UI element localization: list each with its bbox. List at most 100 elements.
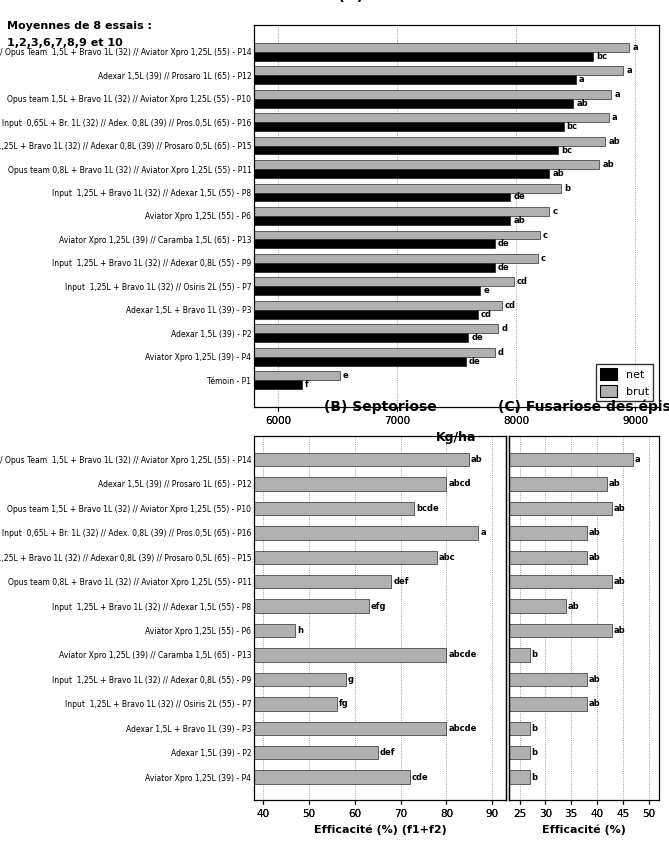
Text: Moyennes de 8 essais :: Moyennes de 8 essais : <box>7 21 152 31</box>
Text: 1,2,3,6,7,8,9 et 10: 1,2,3,6,7,8,9 et 10 <box>7 38 122 48</box>
Text: c: c <box>543 230 548 240</box>
Bar <box>509 771 530 783</box>
Text: cd: cd <box>481 310 492 318</box>
Text: de: de <box>469 357 481 366</box>
Bar <box>254 184 561 192</box>
Text: d: d <box>498 348 504 357</box>
Text: f: f <box>305 380 308 390</box>
Bar <box>254 113 609 122</box>
Bar <box>254 169 549 178</box>
Text: ab: ab <box>567 601 579 611</box>
Text: a: a <box>635 455 640 464</box>
Bar <box>509 575 613 589</box>
Text: a: a <box>612 113 617 122</box>
Text: fg: fg <box>339 700 348 708</box>
Bar <box>254 453 469 466</box>
Bar <box>254 160 599 169</box>
Text: de: de <box>498 263 509 272</box>
Text: de: de <box>513 192 525 202</box>
Bar <box>254 66 624 75</box>
Bar <box>254 240 494 248</box>
Bar <box>254 310 478 318</box>
Text: a: a <box>614 90 620 98</box>
Text: b: b <box>531 724 537 733</box>
Text: bc: bc <box>597 52 607 61</box>
Bar <box>254 551 438 564</box>
Text: ab: ab <box>471 455 483 464</box>
Text: cde: cde <box>411 772 428 782</box>
Text: b: b <box>531 748 537 757</box>
Bar <box>254 648 446 662</box>
Text: abc: abc <box>439 553 456 562</box>
Text: ab: ab <box>608 136 620 146</box>
Bar <box>509 746 530 760</box>
Bar <box>254 98 573 108</box>
Bar <box>254 526 478 540</box>
Text: h: h <box>297 626 303 635</box>
Bar <box>509 453 633 466</box>
Text: ab: ab <box>588 675 600 684</box>
Text: abcd: abcd <box>448 479 471 489</box>
Text: ab: ab <box>588 529 600 537</box>
Text: b: b <box>531 772 537 782</box>
Bar <box>254 600 369 613</box>
Bar <box>254 324 498 334</box>
Text: ab: ab <box>513 216 524 225</box>
Text: g: g <box>348 675 353 684</box>
Title: (A) Rendements net et brut: (A) Rendements net et brut <box>338 0 575 3</box>
Bar <box>254 42 630 52</box>
Title: (C) Fusariose des épis: (C) Fusariose des épis <box>498 400 669 414</box>
Bar <box>254 357 466 366</box>
Bar <box>254 122 564 131</box>
Text: e: e <box>343 371 349 380</box>
Text: ab: ab <box>553 169 564 178</box>
Text: ab: ab <box>588 700 600 708</box>
Bar <box>254 75 575 84</box>
Text: ab: ab <box>588 553 600 562</box>
Text: abcde: abcde <box>448 650 476 660</box>
Bar <box>254 192 510 202</box>
Bar <box>254 501 414 515</box>
Bar <box>254 136 605 146</box>
Text: c: c <box>541 254 545 263</box>
Legend: net, brut: net, brut <box>596 363 654 401</box>
Bar <box>509 673 587 686</box>
Bar <box>509 501 613 515</box>
Text: de: de <box>498 240 509 248</box>
Bar <box>509 551 587 564</box>
Bar <box>254 334 468 342</box>
Bar <box>509 623 613 637</box>
Bar <box>254 230 540 240</box>
Bar <box>254 746 378 760</box>
Text: b: b <box>531 650 537 660</box>
Text: ab: ab <box>614 504 626 512</box>
Text: de: de <box>472 334 483 342</box>
Bar <box>254 301 502 310</box>
Text: bc: bc <box>567 122 578 131</box>
Text: a: a <box>579 75 584 84</box>
Bar <box>254 697 337 711</box>
Text: ab: ab <box>609 479 621 489</box>
Text: abcde: abcde <box>448 724 476 733</box>
Title: (B) Septoriose: (B) Septoriose <box>324 400 436 414</box>
Bar <box>254 623 296 637</box>
Bar <box>254 771 410 783</box>
Text: cd: cd <box>505 301 516 310</box>
Text: a: a <box>626 66 632 75</box>
Bar <box>254 286 480 296</box>
Bar <box>254 263 494 272</box>
Text: bcde: bcde <box>416 504 439 512</box>
Text: ab: ab <box>614 577 626 586</box>
Bar <box>254 146 558 154</box>
Bar <box>509 600 566 613</box>
Text: def: def <box>393 577 409 586</box>
Bar <box>254 348 494 357</box>
Text: cd: cd <box>516 278 528 286</box>
Bar <box>254 380 302 390</box>
Text: ab: ab <box>602 160 614 169</box>
X-axis label: Efficacité (%) (f1+f2): Efficacité (%) (f1+f2) <box>314 825 446 835</box>
Bar <box>254 278 514 286</box>
X-axis label: Efficacité (%): Efficacité (%) <box>542 825 626 835</box>
Bar <box>254 216 510 225</box>
Bar <box>509 526 587 540</box>
